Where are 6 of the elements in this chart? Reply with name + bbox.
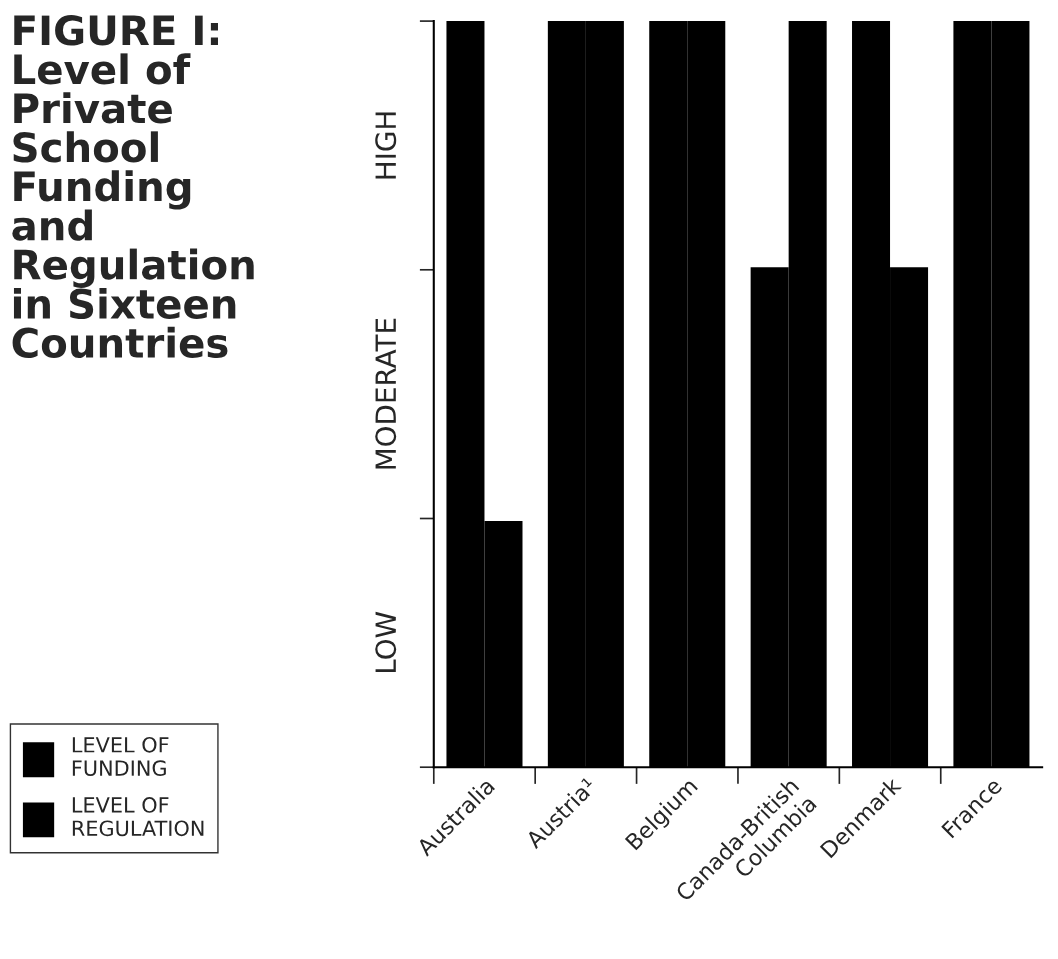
text: LOW — [375, 611, 397, 673]
text: MODERATE — [375, 318, 397, 469]
text: HIGH — [375, 112, 397, 179]
legend-label: LEVEL OF REGULATION — [72, 797, 204, 837]
chart-title: FIGURE I: Level of Private School Funding and Regulation in Sixteen Countries — [12, 15, 254, 359]
legend-label: LEVEL OF FUNDING — [72, 736, 169, 776]
